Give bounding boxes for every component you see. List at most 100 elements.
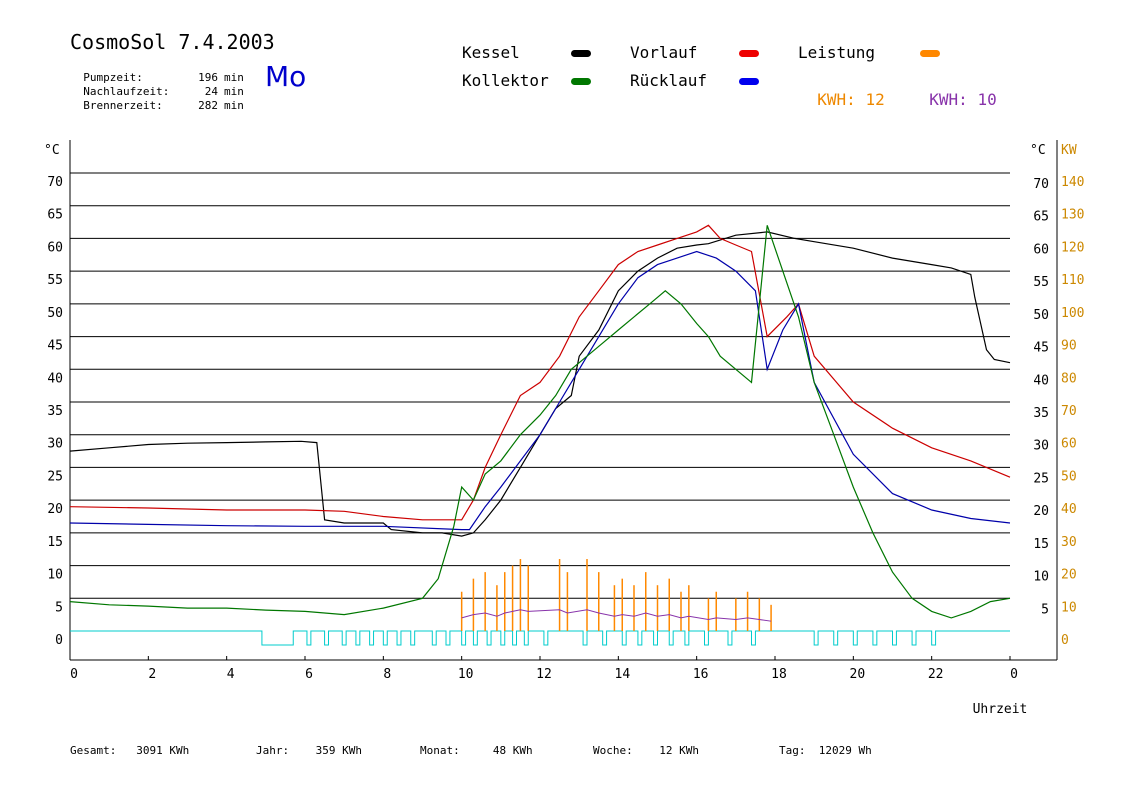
y-tick-kw: 140 — [1061, 175, 1084, 190]
stat-value: 24 — [204, 85, 218, 98]
y-tick-left: 50 — [47, 306, 63, 321]
y-tick-left: 45 — [47, 339, 63, 354]
stat-unit: min — [224, 99, 244, 112]
y-tick-kw: 100 — [1061, 306, 1084, 321]
x-tick-label: 10 — [458, 667, 474, 682]
y-tick-right: 70 — [1033, 177, 1049, 192]
y-tick-left: 65 — [47, 208, 63, 223]
chart-title: CosmoSol 7.4.2003 — [70, 30, 275, 54]
x-tick-label: 14 — [615, 667, 631, 682]
series-leistung-avg — [461, 609, 772, 622]
y-tick-left: 20 — [47, 502, 63, 517]
x-tick-label: 16 — [693, 667, 709, 682]
y-tick-right: 15 — [1033, 537, 1049, 552]
stat-value: 282 — [198, 99, 218, 112]
stat-label: Brennerzeit: — [83, 99, 163, 112]
stat-unit: min — [224, 85, 244, 98]
stat-unit: min — [224, 71, 244, 84]
y-tick-left: 0 — [55, 633, 63, 648]
y-tick-left: 10 — [47, 568, 63, 583]
y-tick-right: 60 — [1033, 242, 1049, 257]
footer-label: Woche: — [593, 744, 633, 757]
y-tick-left: 30 — [47, 437, 63, 452]
stat-pumpzeit: Pumpzeit: 196 min — [70, 58, 244, 84]
series-kessel — [69, 231, 1011, 537]
x-tick-label: 22 — [928, 667, 944, 682]
x-axis-label: Uhrzeit — [973, 702, 1028, 717]
footer-value: 359 KWh — [315, 744, 362, 757]
y-tick-kw: 0 — [1061, 633, 1069, 648]
footer-woche: Woche: 12 KWh — [593, 744, 699, 757]
series-ruecklauf — [69, 250, 1011, 531]
y-tick-left: 35 — [47, 404, 63, 419]
legend-ruecklauf-label: Rücklauf — [630, 71, 708, 90]
y-axis-unit-left: °C — [44, 143, 60, 158]
footer-value: 3091 KWh — [136, 744, 190, 757]
kwh-purple-value: 10 — [977, 90, 997, 109]
footer-label: Monat: — [420, 744, 460, 757]
y-tick-left: 40 — [47, 371, 63, 386]
footer-label: Tag: — [779, 744, 806, 757]
y-tick-left: 5 — [55, 600, 63, 615]
legend-kollektor-label: Kollektor — [462, 71, 549, 90]
y-tick-kw: 70 — [1061, 404, 1077, 419]
legend-vorlauf-swatch — [739, 50, 759, 57]
y-tick-right: 20 — [1033, 504, 1049, 519]
y-tick-right: 65 — [1033, 210, 1049, 225]
legend-leistung-label: Leistung — [798, 43, 876, 62]
y-tick-right: 35 — [1033, 406, 1049, 421]
y-tick-kw: 110 — [1061, 273, 1084, 288]
footer-value: 48 KWh — [492, 744, 533, 757]
y-tick-right: 10 — [1033, 570, 1049, 585]
y-tick-kw: 30 — [1061, 535, 1077, 550]
y-tick-kw: 80 — [1061, 371, 1077, 386]
series-pump — [70, 630, 1010, 646]
y-tick-kw: 40 — [1061, 502, 1077, 517]
legend-kessel-swatch — [571, 50, 591, 57]
legend-kwh-orange: KWH: 12 — [798, 71, 884, 109]
x-tick-label: 2 — [148, 667, 156, 682]
stat-nachlaufzeit: Nachlaufzeit: 24 min — [70, 72, 244, 98]
weekday-label: Mo — [265, 60, 307, 93]
y-tick-right: 45 — [1033, 341, 1049, 356]
footer-value: 12 KWh — [659, 744, 699, 757]
legend-kessel-label: Kessel — [462, 43, 520, 62]
footer-jahr: Jahr: 359 KWh — [256, 744, 362, 757]
stat-brennerzeit: Brennerzeit: 282 min — [70, 86, 244, 112]
x-tick-label: 4 — [227, 667, 235, 682]
kwh-purple-label: KWH: — [929, 90, 968, 109]
footer-value: 12029 Wh — [818, 744, 872, 757]
y-tick-left: 60 — [47, 240, 63, 255]
series-kollektor — [69, 225, 1011, 619]
y-tick-kw: 90 — [1061, 339, 1077, 354]
y-tick-right: 50 — [1033, 308, 1049, 323]
legend-ruecklauf-swatch — [739, 78, 759, 85]
y-tick-right: 30 — [1033, 439, 1049, 454]
stat-label: Pumpzeit: — [83, 71, 143, 84]
y-tick-left: 55 — [47, 273, 63, 288]
x-tick-label: 18 — [771, 667, 787, 682]
footer-label: Jahr: — [256, 744, 290, 757]
footer-gesamt: Gesamt: 3091 KWh — [70, 744, 189, 757]
y-tick-left: 25 — [47, 469, 63, 484]
y-tick-right: 55 — [1033, 275, 1049, 290]
x-tick-label: 0 — [1010, 667, 1018, 682]
y-tick-kw: 120 — [1061, 240, 1084, 255]
x-tick-label: 8 — [383, 667, 391, 682]
footer-tag: Tag: 12029 Wh — [779, 744, 872, 757]
footer-label: Gesamt: — [70, 744, 117, 757]
y-tick-kw: 20 — [1061, 568, 1077, 583]
y-tick-kw: 50 — [1061, 469, 1077, 484]
legend-leistung-swatch — [920, 50, 940, 57]
legend-kwh-purple: KWH: 10 — [910, 71, 997, 109]
y-tick-left: 15 — [47, 535, 63, 550]
y-axis-unit-kw: KW — [1061, 143, 1077, 158]
stat-label: Nachlaufzeit: — [83, 85, 170, 98]
kwh-orange-label: KWH: — [817, 90, 856, 109]
x-tick-label: 6 — [305, 667, 313, 682]
y-tick-kw: 60 — [1061, 437, 1077, 452]
y-tick-left: 70 — [47, 175, 63, 190]
y-axis-unit-right: °C — [1030, 143, 1046, 158]
y-tick-kw: 130 — [1061, 208, 1084, 223]
